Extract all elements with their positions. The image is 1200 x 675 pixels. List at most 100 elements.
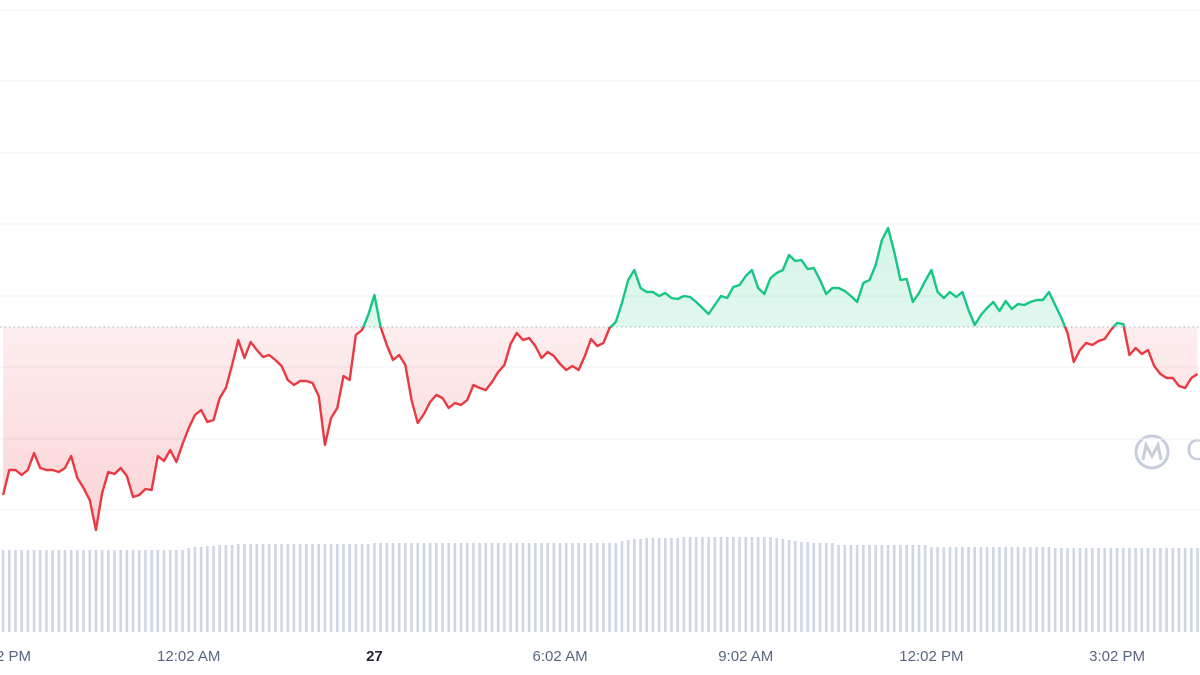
volume-bar	[1084, 548, 1088, 632]
volume-bar	[230, 545, 234, 632]
volume-bar	[942, 547, 946, 632]
price-line-down	[1, 327, 1199, 532]
volume-bar	[317, 544, 321, 632]
volume-bar	[540, 543, 543, 632]
volume-bar	[323, 544, 327, 632]
volume-bar	[1134, 548, 1137, 632]
volume-bar	[503, 543, 506, 632]
x-tick-label: 27	[366, 648, 383, 665]
volume-bar	[1091, 548, 1094, 632]
volume-bar	[961, 547, 964, 632]
volume-bar	[682, 537, 686, 632]
volume-bar	[199, 547, 203, 632]
volume-bar	[137, 550, 141, 632]
volume-bar	[713, 537, 717, 632]
volume-bar	[255, 544, 259, 632]
volume-bar	[775, 538, 778, 632]
volume-bar	[620, 541, 624, 632]
volume-bar	[626, 540, 630, 632]
volume-bar	[534, 543, 537, 632]
volume-bar	[354, 544, 358, 632]
x-tick-label: 9:02 PM	[0, 648, 31, 665]
volume-bar	[756, 537, 760, 632]
volume-bar	[763, 537, 766, 632]
volume-bar	[991, 547, 995, 632]
volume-bar	[391, 543, 395, 632]
volume-bar	[187, 548, 191, 632]
volume-bar	[1078, 548, 1082, 632]
volume-bar	[1103, 548, 1106, 632]
volume-bar	[985, 547, 989, 632]
volume-bar	[738, 537, 741, 632]
volume-bar	[583, 543, 587, 632]
volume-bar	[862, 545, 865, 632]
x-tick-label: 12:02 AM	[157, 648, 220, 665]
volume-bar	[385, 543, 389, 632]
volume-bar	[107, 550, 110, 632]
volume-bar	[521, 543, 525, 632]
volume-bar	[94, 550, 98, 632]
volume-bar	[546, 543, 550, 632]
volume-bar	[973, 547, 977, 632]
volume-bar	[113, 550, 116, 632]
volume-bar	[657, 538, 661, 632]
volume-bar	[800, 542, 803, 632]
volume-bar	[880, 545, 884, 632]
volume-bar	[571, 543, 574, 632]
volume-bar	[527, 543, 531, 632]
volume-bar	[26, 550, 30, 632]
volume-bar	[1146, 548, 1150, 632]
volume-bar	[1128, 548, 1131, 632]
volume-bar	[410, 543, 413, 632]
volume-bar	[694, 537, 698, 632]
volume-bar	[144, 550, 147, 632]
volume-bar	[131, 550, 135, 632]
volume-bar	[379, 543, 382, 632]
volume-bar	[688, 537, 692, 632]
volume-bar	[806, 542, 809, 632]
volume-bar	[1121, 548, 1125, 632]
volume-bar	[1140, 548, 1144, 632]
volume-bar	[1060, 548, 1063, 632]
volume-bar	[1177, 548, 1181, 632]
watermark-logo	[1134, 434, 1170, 470]
volume-bar	[1072, 548, 1076, 632]
volume-bar	[602, 543, 605, 632]
volume-bar	[750, 537, 754, 632]
volume-bar	[979, 547, 983, 632]
volume-bar	[267, 544, 271, 632]
volume-bar	[38, 550, 42, 632]
volume-bar	[1, 550, 5, 632]
volume-bar	[564, 543, 568, 632]
area-up	[3, 228, 1198, 327]
volume-bar	[175, 550, 178, 632]
volume-bar	[261, 544, 265, 632]
volume-bar	[100, 550, 104, 632]
volume-bar	[917, 545, 921, 632]
volume-bar	[212, 546, 215, 632]
volume-bar	[404, 543, 407, 632]
volume-bar	[453, 543, 457, 632]
x-tick-label: 12:02 PM	[899, 648, 963, 665]
volume-bar	[954, 547, 958, 632]
volume-bar	[478, 543, 481, 632]
volume-bar	[1016, 547, 1020, 632]
volume-bar	[150, 550, 153, 632]
volume-bar	[552, 543, 556, 632]
volume-bar	[360, 544, 364, 632]
volume-bar	[843, 545, 847, 632]
volume-bar	[1053, 548, 1057, 632]
volume-bar	[818, 543, 822, 632]
volume-bar	[948, 547, 952, 632]
volume-bar	[892, 545, 896, 632]
volume-bar	[181, 550, 184, 632]
volume-bar	[905, 545, 908, 632]
volume-bar	[1109, 548, 1113, 632]
volume-bar	[1035, 547, 1038, 632]
volume-bar	[1190, 548, 1193, 632]
volume-bar	[577, 543, 580, 632]
volume-bar	[243, 544, 246, 632]
volume-bar	[886, 545, 890, 632]
